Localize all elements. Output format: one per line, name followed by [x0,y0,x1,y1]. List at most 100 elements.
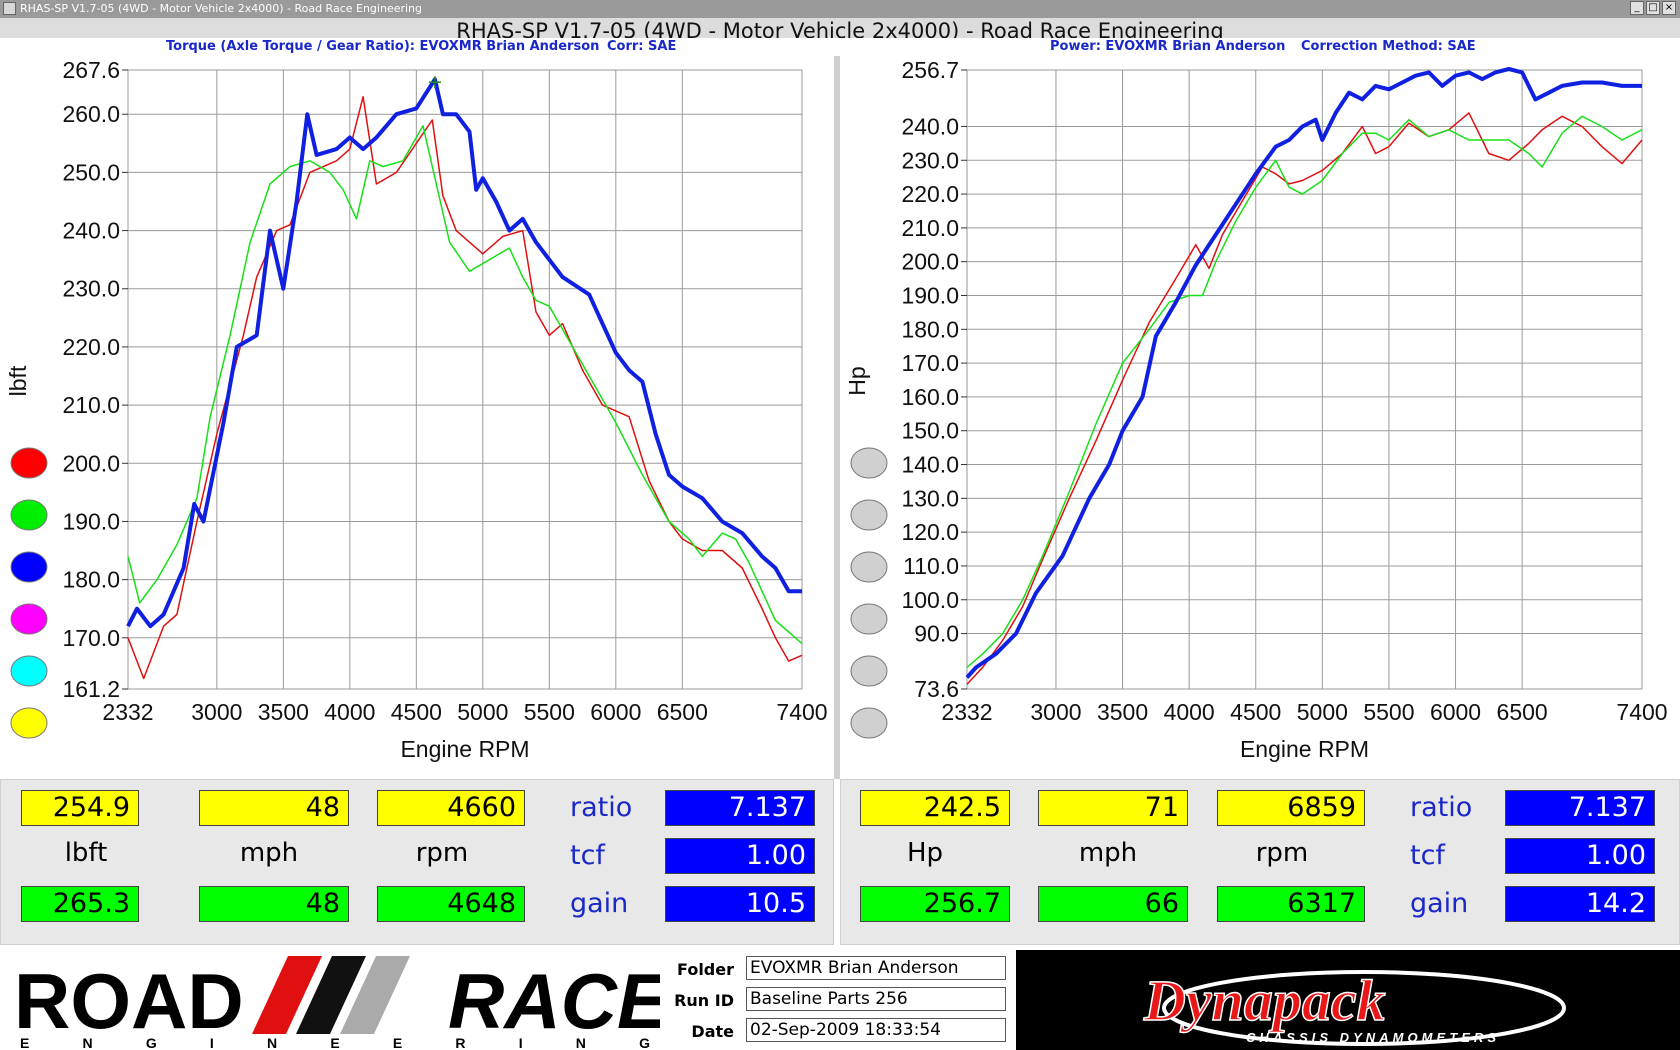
x-tick-label: 6500 [657,699,708,725]
peak-torque-value: 265.3 [21,886,139,922]
x-tick-label: 5000 [1297,699,1348,725]
y-tick-label: 230.0 [901,147,959,173]
series-line-1 [966,112,1643,685]
ratio-value: 7.137 [1505,790,1655,826]
date-field[interactable]: 02-Sep-2009 18:33:54 [746,1018,1006,1042]
x-tick-label: 3500 [258,699,309,725]
maximize-icon[interactable]: □ [1646,1,1660,15]
x-tick-label: 4000 [1164,699,1215,725]
app-title: RHAS-SP V1.7-05 (4WD - Motor Vehicle 2x4… [456,19,1224,38]
rpm-unit-label: rpm [415,838,469,868]
x-tick-label: 3500 [1097,699,1148,725]
date-label: Date [691,1022,734,1041]
torque-readout-panel: 254.9 48 4660 lbft mph rpm 265.3 48 4648… [0,779,834,945]
y-tick-label: 200.0 [901,249,959,275]
x-tick-label: 6000 [590,699,641,725]
runid-field[interactable]: Baseline Parts 256 [746,987,1006,1011]
series-toggle-dot [850,655,888,687]
y-tick-label: 200.0 [62,450,120,476]
y-tick-label: 256.7 [901,57,959,83]
road-race-logo: ROAD RACE E N G I N E E R I N G [14,956,660,1050]
series-toggle-dot [850,551,888,583]
mph-unit-label: mph [239,838,299,868]
y-tick-label: 90.0 [914,621,959,647]
hp-unit-label: Hp [906,838,944,868]
x-tick-label: 4000 [324,699,375,725]
y-tick-label: 250.0 [62,159,120,185]
cursor-mph-value: 71 [1038,790,1188,826]
y-tick-label: 210.0 [62,392,120,418]
series-line-2 [127,125,803,645]
power-corr-label: Correction Method: SAE [1301,39,1476,54]
series-line-3 [965,67,1642,679]
ratio-label: ratio [570,792,633,823]
y-tick-label: 267.6 [62,57,120,83]
x-tick-label: 4500 [391,699,442,725]
y-tick-label: 240.0 [901,113,959,139]
window-controls: _ □ × [1630,1,1676,15]
plot-area [967,70,1642,689]
peak-rpm-value: 4648 [377,886,525,922]
folder-field[interactable]: EVOXMR Brian Anderson [746,956,1006,980]
power-chart: 256.7 240.0 230.0 220.0 210.0 200.0 190.0 180.0… [844,57,1668,762]
y-tick-label: 161.2 [62,676,120,702]
x-axis-label: Engine RPM [400,736,529,762]
torque-corr-label: Corr: SAE [607,39,677,54]
x-tick-label: 4500 [1230,699,1281,725]
tcf-value: 1.00 [665,838,815,874]
y-tick-label: 180.0 [62,567,120,593]
mph-unit-label: mph [1078,838,1138,868]
gain-label: gain [570,888,629,919]
y-tick-label: 170.0 [901,350,959,376]
tcf-label: tcf [1410,840,1445,871]
dynapack-logo-text: Dynapack [1143,968,1386,1033]
series-toggle-dot [10,603,48,635]
y-tick-label: 100.0 [901,587,959,613]
x-tick-label: 6000 [1430,699,1481,725]
gain-value: 14.2 [1505,886,1655,922]
series-line-3 [126,77,802,629]
y-tick-label: 190.0 [62,508,120,534]
chart-divider [834,56,840,779]
minimize-icon[interactable]: _ [1630,1,1644,15]
x-tick-label: 5500 [524,699,575,725]
y-tick-label: 190.0 [901,282,959,308]
series-toggle-dot [850,447,888,479]
close-icon[interactable]: × [1662,1,1676,15]
ratio-label: ratio [1410,792,1473,823]
y-tick-label: 260.0 [62,101,120,127]
app-title-bar: RHAS-SP V1.7-05 (4WD - Motor Vehicle 2x4… [0,18,1680,38]
torque-chart: 267.6 260.0 250.0 240.0 230.0 220.0 210.0 200.0… [5,57,828,762]
ratio-value: 7.137 [665,790,815,826]
x-tick-label: 2332 [102,699,153,725]
y-axis-label: lbft [5,365,31,396]
series-toggle-dot [850,603,888,635]
torque-unit-label: lbft [64,838,108,868]
tcf-value: 1.00 [1505,838,1655,874]
road-logo-text: ROAD [14,957,244,1045]
y-tick-label: 73.6 [914,676,959,702]
app-icon [3,2,16,15]
window-titlebar: RHAS-SP V1.7-05 (4WD - Motor Vehicle 2x4… [0,0,1680,18]
dynapack-logo: Dynapack CHASSIS DYNAMOMETERS [1016,950,1680,1050]
x-tick-label: 7400 [1616,699,1667,725]
series-toggle-dot [10,499,48,531]
window-title: RHAS-SP V1.7-05 (4WD - Motor Vehicle 2x4… [20,2,423,15]
y-tick-label: 220.0 [62,334,120,360]
cursor-rpm-value: 4660 [377,790,525,826]
y-tick-label: 210.0 [901,215,959,241]
y-tick-label: 160.0 [901,384,959,410]
power-chart-header: Power: EVOXMR Brian Anderson [1050,39,1286,54]
x-tick-label: 2332 [941,699,992,725]
series-toggle-dot [10,655,48,687]
torque-chart-header: Torque (Axle Torque / Gear Ratio): EVOXM… [166,39,600,54]
race-logo-text: RACE [448,957,660,1045]
x-tick-label: 5500 [1363,699,1414,725]
y-tick-label: 220.0 [901,181,959,207]
y-tick-label: 140.0 [901,452,959,478]
peak-hp-value: 256.7 [860,886,1010,922]
folder-label: Folder [677,960,734,979]
x-tick-label: 6500 [1497,699,1548,725]
y-tick-label: 170.0 [62,625,120,651]
y-tick-label: 130.0 [901,485,959,511]
